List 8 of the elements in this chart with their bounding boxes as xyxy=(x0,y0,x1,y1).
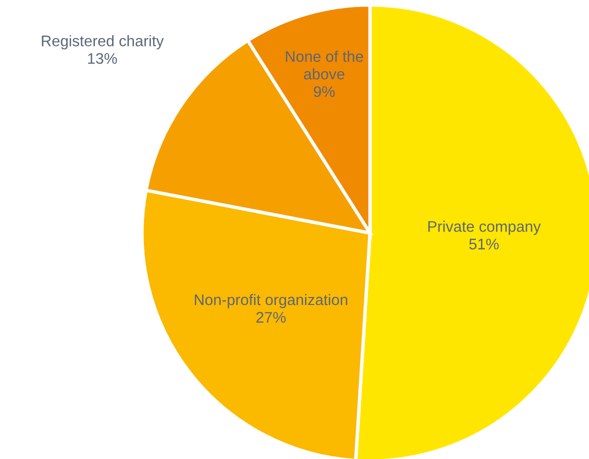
data-label: 13% xyxy=(88,53,117,64)
slice-label: None of the above xyxy=(286,50,364,80)
slice-label: Private company xyxy=(428,220,541,235)
slice-label: Non-profit organization xyxy=(194,294,348,308)
data-label: 9% xyxy=(314,86,335,98)
slice-label: Registered charity xyxy=(42,35,164,50)
data-label: 27% xyxy=(256,312,286,323)
data-label: 51% xyxy=(469,238,499,250)
